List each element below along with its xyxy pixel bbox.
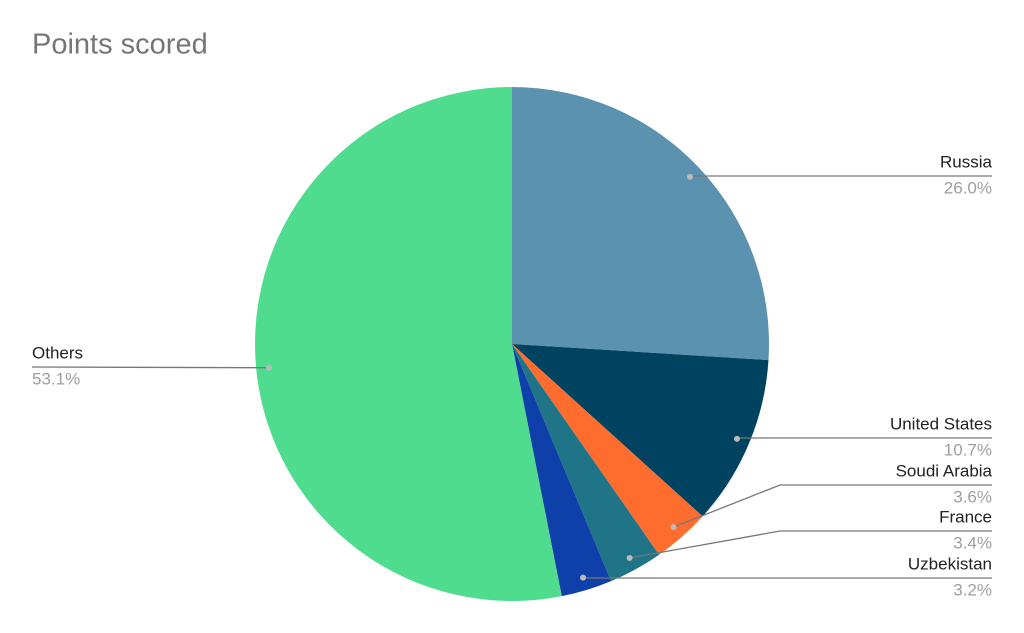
- slice-label: Uzbekistan: [908, 554, 992, 573]
- leader-dot: [626, 554, 633, 561]
- leader-line: [689, 175, 992, 177]
- slice-value: 26.0%: [944, 178, 992, 197]
- pie-slice: [254, 87, 562, 602]
- slice-value: 3.2%: [953, 580, 992, 599]
- slice-value: 53.1%: [32, 369, 80, 388]
- leader-dot: [733, 435, 740, 442]
- pie-slice: [512, 87, 769, 361]
- slice-label: United States: [890, 414, 992, 433]
- slice-value: 10.7%: [944, 440, 992, 459]
- pie-slice: [512, 344, 769, 517]
- pie-slice: [512, 344, 612, 597]
- slice-label: Russia: [940, 152, 993, 171]
- leader-line: [736, 437, 992, 439]
- leader-line: [673, 484, 992, 528]
- pie-slice: [512, 344, 703, 555]
- leader-dot: [580, 574, 587, 581]
- slice-label: Soudi Arabia: [896, 461, 993, 480]
- leader-line: [629, 530, 992, 559]
- slice-label: Others: [32, 343, 83, 362]
- leader-dot: [686, 173, 693, 180]
- leader-dot: [670, 524, 677, 531]
- slice-value: 3.6%: [953, 487, 992, 506]
- pie-slice: [512, 344, 660, 582]
- leader-line: [31, 366, 270, 369]
- slice-label: France: [939, 507, 992, 526]
- chart-title: Points scored: [32, 29, 208, 61]
- slice-value: 3.4%: [953, 533, 992, 552]
- leader-dot: [266, 364, 273, 371]
